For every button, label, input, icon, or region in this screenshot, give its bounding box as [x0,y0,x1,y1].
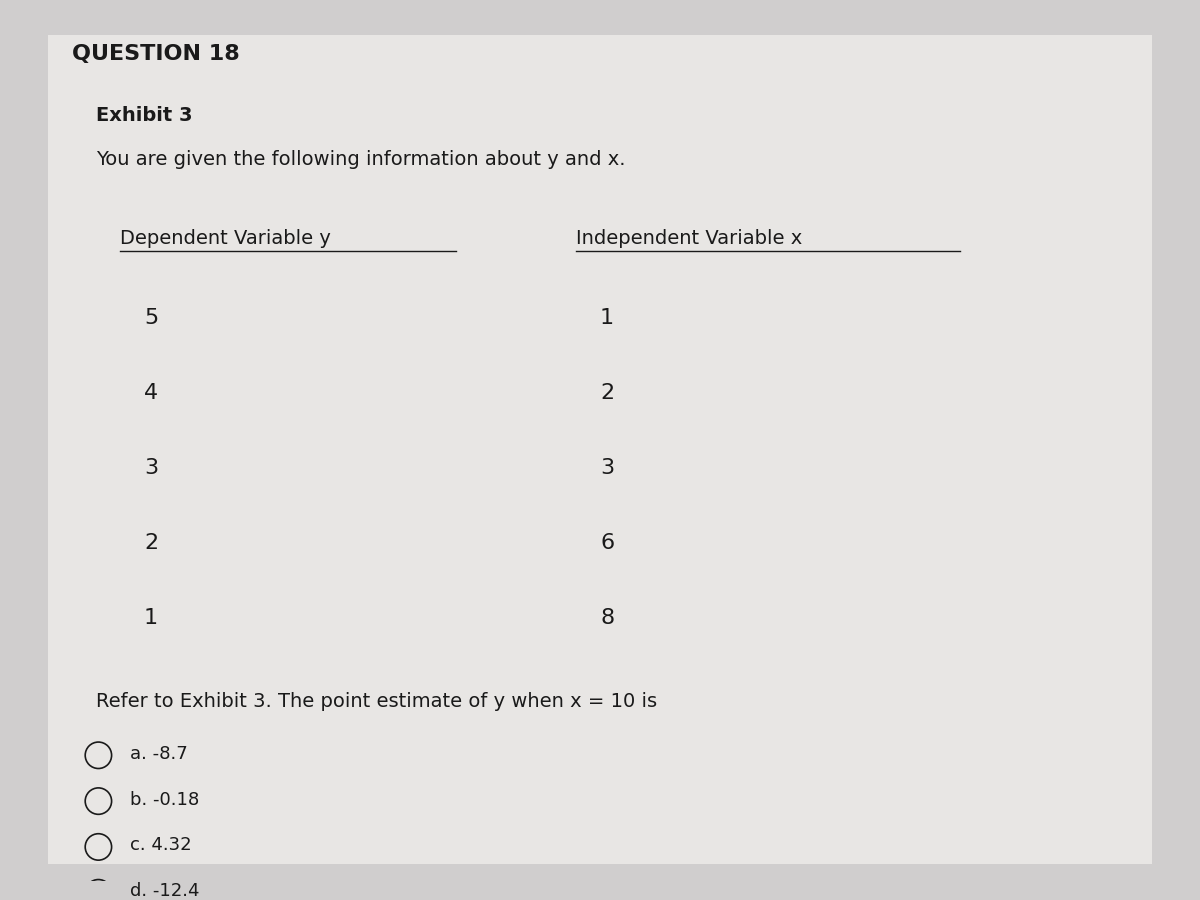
Text: d. -12.4: d. -12.4 [130,882,199,900]
Text: 1: 1 [144,608,158,628]
Text: 2: 2 [144,533,158,554]
Text: Refer to Exhibit 3. The point estimate of y when x = 10 is: Refer to Exhibit 3. The point estimate o… [96,692,658,711]
Text: 4: 4 [144,383,158,403]
Text: b. -0.18: b. -0.18 [130,790,199,808]
Text: 8: 8 [600,608,614,628]
FancyBboxPatch shape [48,35,1152,864]
Text: QUESTION 18: QUESTION 18 [72,44,240,64]
Text: 5: 5 [144,309,158,328]
Text: 3: 3 [144,458,158,478]
Text: 3: 3 [600,458,614,478]
Text: 2: 2 [600,383,614,403]
Text: a. -8.7: a. -8.7 [130,744,187,762]
Text: Independent Variable x: Independent Variable x [576,230,803,248]
Text: Exhibit 3: Exhibit 3 [96,106,192,125]
Text: 6: 6 [600,533,614,554]
Text: c. 4.32: c. 4.32 [130,836,191,854]
Text: 1: 1 [600,309,614,328]
Text: Dependent Variable y: Dependent Variable y [120,230,331,248]
Text: You are given the following information about y and x.: You are given the following information … [96,149,625,169]
